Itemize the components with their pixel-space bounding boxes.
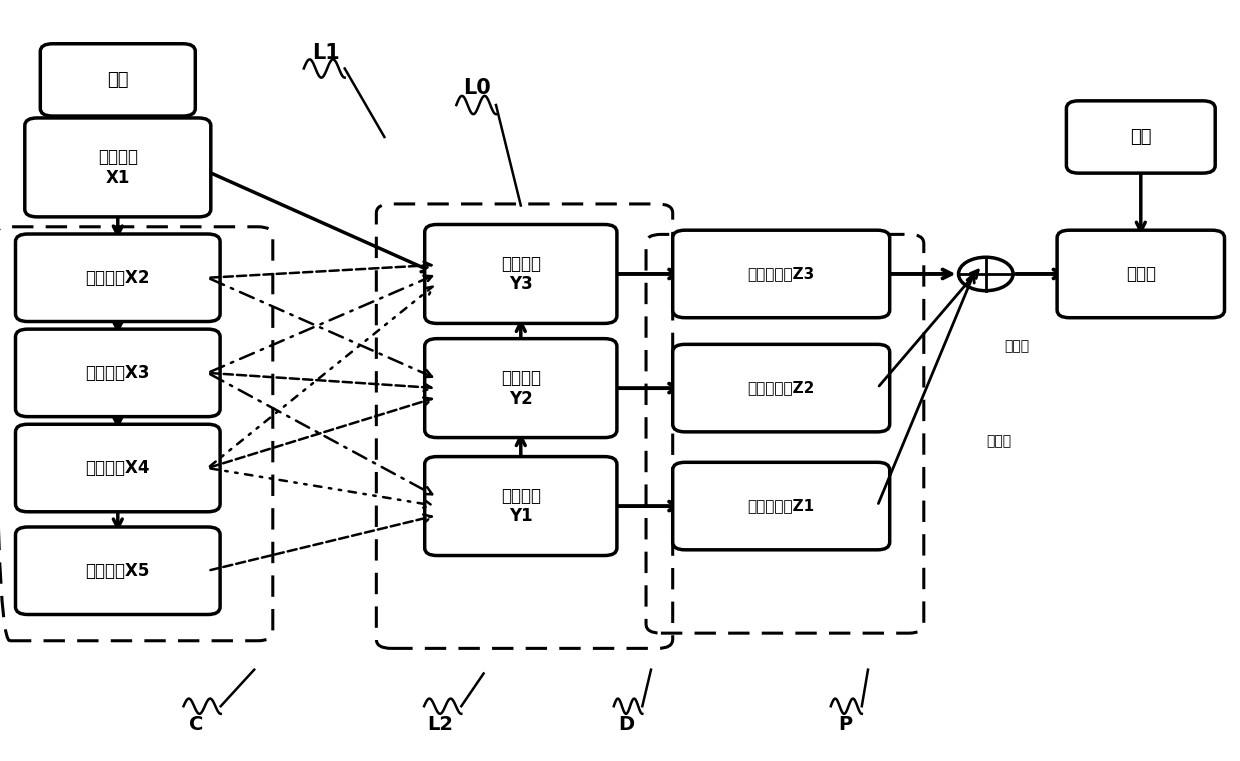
FancyBboxPatch shape	[16, 527, 221, 615]
Text: 残差网络X2: 残差网络X2	[86, 269, 150, 287]
FancyBboxPatch shape	[424, 457, 618, 556]
FancyBboxPatch shape	[16, 234, 221, 321]
Text: 残差网络X3: 残差网络X3	[86, 364, 150, 382]
Text: 输入: 输入	[107, 71, 129, 89]
Text: 卷积模块
Y1: 卷积模块 Y1	[501, 487, 541, 525]
FancyBboxPatch shape	[1066, 101, 1215, 174]
Text: 分类器: 分类器	[1126, 265, 1156, 283]
Text: 上采样: 上采样	[986, 435, 1011, 448]
Text: 卷积模块
X1: 卷积模块 X1	[98, 148, 138, 186]
Text: 卷积模块
Y2: 卷积模块 Y2	[501, 369, 541, 407]
Text: C: C	[188, 715, 203, 734]
FancyBboxPatch shape	[1058, 230, 1225, 318]
Text: 残差网络X5: 残差网络X5	[86, 562, 150, 580]
Text: 金字塔池化Z1: 金字塔池化Z1	[748, 498, 815, 514]
FancyBboxPatch shape	[424, 224, 618, 323]
Text: 金字塔池化Z2: 金字塔池化Z2	[748, 380, 815, 396]
Text: 残差网络X4: 残差网络X4	[86, 459, 150, 477]
FancyBboxPatch shape	[672, 462, 890, 549]
Text: 输出: 输出	[1130, 128, 1152, 146]
FancyBboxPatch shape	[40, 43, 196, 116]
FancyBboxPatch shape	[424, 339, 618, 438]
Text: 上采样: 上采样	[1004, 339, 1029, 353]
FancyBboxPatch shape	[16, 329, 221, 417]
Text: P: P	[838, 715, 853, 734]
Text: 卷积模块
Y3: 卷积模块 Y3	[501, 255, 541, 293]
Text: L1: L1	[312, 43, 340, 63]
FancyBboxPatch shape	[672, 230, 890, 318]
FancyBboxPatch shape	[25, 118, 211, 217]
Text: D: D	[618, 715, 635, 734]
Text: L0: L0	[464, 78, 491, 97]
Text: L2: L2	[428, 715, 453, 734]
FancyBboxPatch shape	[672, 344, 890, 432]
FancyBboxPatch shape	[16, 425, 221, 511]
Text: 金字塔池化Z3: 金字塔池化Z3	[748, 266, 815, 282]
